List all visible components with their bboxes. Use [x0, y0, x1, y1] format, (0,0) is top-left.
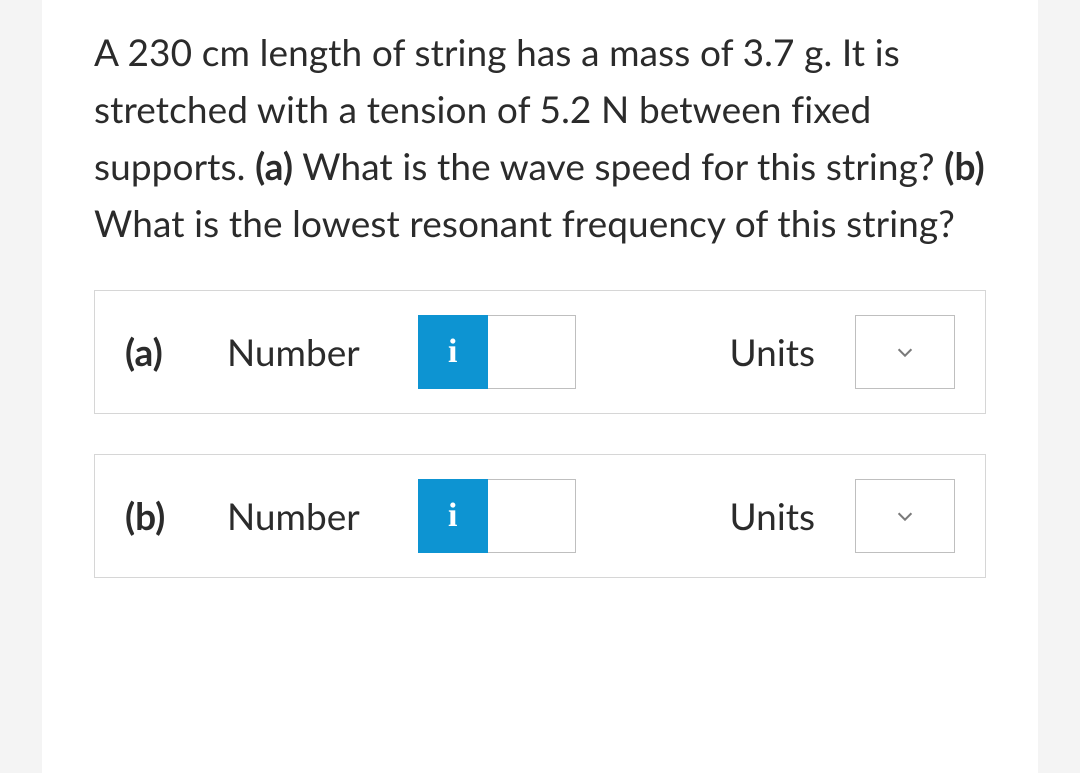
question-card: A 230 cm length of string has a mass of … — [42, 0, 1038, 773]
part-label-a: (a) — [125, 329, 207, 374]
number-field-wrap-b: i — [418, 479, 576, 553]
question-seg2: What is the wave speed for this string? — [293, 143, 944, 188]
info-icon: i — [448, 497, 457, 535]
answer-row-a: (a) Number i Units — [94, 290, 986, 414]
units-select-a[interactable] — [855, 315, 955, 389]
units-label-b: Units — [730, 493, 815, 538]
info-icon: i — [448, 333, 457, 371]
number-label-b: Number — [227, 493, 360, 538]
question-bold-b: (b) — [944, 143, 985, 188]
units-select-b[interactable] — [855, 479, 955, 553]
units-label-a: Units — [730, 329, 815, 374]
number-input-b[interactable] — [488, 479, 576, 553]
question-text: A 230 cm length of string has a mass of … — [94, 24, 986, 252]
number-field-wrap-a: i — [418, 315, 576, 389]
info-button-b[interactable]: i — [418, 479, 488, 553]
number-label-a: Number — [227, 329, 360, 374]
question-seg3: What is the lowest resonant frequency of… — [94, 200, 955, 245]
info-button-a[interactable]: i — [418, 315, 488, 389]
part-label-b: (b) — [125, 493, 207, 538]
content-area: A 230 cm length of string has a mass of … — [42, 0, 1038, 578]
answer-row-b: (b) Number i Units — [94, 454, 986, 578]
chevron-down-icon — [894, 505, 916, 527]
number-input-a[interactable] — [488, 315, 576, 389]
question-bold-a: (a) — [255, 143, 293, 188]
answer-rows: (a) Number i Units (b) Number — [94, 290, 986, 578]
chevron-down-icon — [894, 341, 916, 363]
